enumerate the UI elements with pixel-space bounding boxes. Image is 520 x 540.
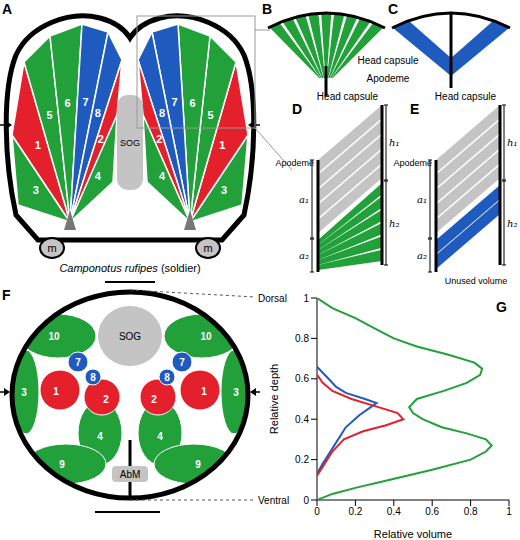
svg-text:SOG: SOG — [119, 331, 141, 342]
svg-text:5: 5 — [207, 109, 213, 121]
svg-text:h₂: h₂ — [389, 218, 399, 229]
svg-text:3: 3 — [221, 184, 227, 196]
svg-text:0.2: 0.2 — [348, 506, 362, 517]
svg-text:8: 8 — [90, 372, 96, 383]
svg-text:0: 0 — [314, 506, 320, 517]
svg-text:0.2: 0.2 — [295, 454, 309, 465]
svg-text:B: B — [262, 1, 272, 17]
svg-text:F: F — [8, 287, 11, 303]
svg-text:1: 1 — [35, 139, 41, 151]
svg-text:9: 9 — [195, 459, 201, 470]
svg-text:6: 6 — [64, 97, 70, 109]
svg-text:Apodeme: Apodeme — [275, 158, 314, 168]
svg-text:4: 4 — [95, 170, 102, 182]
svg-text:3: 3 — [233, 387, 239, 398]
svg-text:2: 2 — [98, 133, 104, 145]
svg-text:a₂: a₂ — [417, 250, 427, 261]
svg-text:a₂: a₂ — [299, 250, 309, 261]
svg-text:a₁: a₁ — [299, 194, 309, 205]
svg-text:SOG: SOG — [120, 138, 140, 148]
svg-text:h₁: h₁ — [507, 137, 512, 148]
svg-text:1: 1 — [506, 506, 512, 517]
svg-text:0.8: 0.8 — [295, 333, 309, 344]
svg-text:0.6: 0.6 — [425, 506, 439, 517]
svg-text:9: 9 — [59, 459, 65, 470]
svg-text:8: 8 — [95, 107, 101, 119]
svg-text:A: A — [8, 1, 12, 17]
svg-text:8: 8 — [164, 372, 170, 383]
svg-text:7: 7 — [82, 96, 88, 108]
svg-text:10: 10 — [48, 331, 60, 342]
svg-text:8: 8 — [159, 107, 165, 119]
svg-text:D: D — [292, 101, 302, 117]
svg-text:Dorsal: Dorsal — [258, 293, 287, 304]
svg-text:1: 1 — [201, 386, 207, 397]
svg-text:0.4: 0.4 — [387, 506, 401, 517]
svg-text:3: 3 — [21, 387, 27, 398]
svg-text:4: 4 — [157, 431, 163, 442]
svg-text:Apodeme: Apodeme — [367, 73, 410, 84]
svg-text:AbM: AbM — [120, 469, 141, 480]
svg-text:2: 2 — [103, 394, 109, 405]
svg-text:5: 5 — [46, 109, 52, 121]
svg-text:Head capsule: Head capsule — [317, 91, 379, 102]
svg-text:1: 1 — [53, 386, 59, 397]
svg-text:h₁: h₁ — [389, 137, 399, 148]
svg-text:1: 1 — [219, 139, 225, 151]
svg-text:Camponotus rufipes (soldier): Camponotus rufipes (soldier) — [59, 262, 200, 274]
svg-text:7: 7 — [171, 96, 177, 108]
svg-text:C: C — [388, 1, 398, 17]
svg-text:4: 4 — [97, 431, 103, 442]
svg-text:Unused volume: Unused volume — [445, 276, 508, 286]
svg-text:G: G — [496, 299, 507, 315]
svg-text:6: 6 — [189, 97, 195, 109]
svg-text:Ventral: Ventral — [258, 495, 289, 506]
svg-text:Apodeme: Apodeme — [393, 158, 432, 168]
svg-text:1: 1 — [303, 293, 309, 304]
svg-text:m: m — [47, 242, 56, 254]
svg-text:h₂: h₂ — [507, 218, 512, 229]
svg-text:0.4: 0.4 — [295, 414, 309, 425]
svg-text:0.8: 0.8 — [464, 506, 478, 517]
svg-text:Relative volume: Relative volume — [374, 528, 452, 540]
svg-text:Head capsule: Head capsule — [435, 91, 497, 102]
svg-text:E: E — [410, 101, 419, 117]
svg-text:Head capsule: Head capsule — [357, 55, 419, 66]
svg-text:3: 3 — [33, 184, 39, 196]
svg-text:m: m — [203, 242, 212, 254]
svg-text:a₁: a₁ — [417, 194, 427, 205]
svg-text:2: 2 — [151, 394, 157, 405]
svg-text:0: 0 — [303, 495, 309, 506]
svg-text:10: 10 — [200, 331, 212, 342]
svg-text:0.6: 0.6 — [295, 373, 309, 384]
svg-text:Relative depth: Relative depth — [268, 364, 280, 434]
svg-text:2: 2 — [156, 133, 162, 145]
svg-text:4: 4 — [159, 170, 166, 182]
svg-text:7: 7 — [75, 357, 81, 368]
svg-text:7: 7 — [179, 357, 185, 368]
